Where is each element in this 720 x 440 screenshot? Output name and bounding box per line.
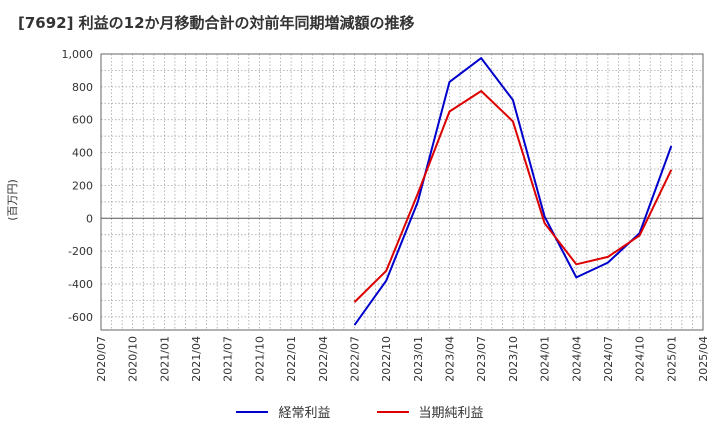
x-tick-label: 2023/07 bbox=[475, 336, 488, 382]
x-tick-label: 2025/04 bbox=[697, 336, 710, 382]
x-tick-label: 2022/07 bbox=[348, 336, 361, 382]
x-tick-label: 2025/01 bbox=[665, 336, 678, 382]
y-tick-label: 600 bbox=[72, 114, 93, 127]
x-tick-label: 2024/01 bbox=[539, 336, 552, 382]
x-tick-labels: 2020/07 2020/10 2021/01 2021/04 2021/07 2021/… bbox=[95, 336, 710, 382]
x-tick-label: 2023/04 bbox=[444, 336, 457, 382]
legend: 経常利益 当期純利益 bbox=[0, 402, 720, 421]
y-tick-label: -400 bbox=[68, 278, 93, 291]
legend-item-ordinary-profit: 経常利益 bbox=[236, 402, 331, 421]
y-axis-label: (百万円) bbox=[6, 179, 19, 221]
y-tick-label: 0 bbox=[86, 212, 93, 225]
y-tick-label: 1,000 bbox=[62, 48, 94, 61]
legend-swatch-net-income bbox=[376, 410, 409, 413]
legend-label-net-income: 当期純利益 bbox=[418, 406, 484, 421]
series-line-ordinary-profit bbox=[353, 57, 673, 326]
legend-swatch-ordinary-profit bbox=[236, 410, 269, 413]
series-line-net-income bbox=[353, 90, 673, 303]
series-lines bbox=[353, 57, 673, 326]
x-tick-label: 2022/04 bbox=[317, 336, 330, 382]
x-tick-label: 2024/10 bbox=[634, 336, 647, 382]
x-tick-label: 2024/07 bbox=[602, 336, 615, 382]
x-tick-label: 2023/10 bbox=[507, 336, 520, 382]
x-tick-label: 2022/01 bbox=[285, 336, 298, 382]
y-tick-label: 200 bbox=[72, 179, 93, 192]
legend-label-ordinary-profit: 経常利益 bbox=[278, 406, 331, 421]
x-tick-label: 2021/07 bbox=[222, 336, 235, 382]
y-tick-label: 400 bbox=[72, 147, 93, 160]
grid-lines bbox=[100, 53, 704, 330]
plot-frame bbox=[100, 53, 704, 331]
x-tick-label: 2020/10 bbox=[127, 336, 140, 382]
y-tick-label: -200 bbox=[68, 245, 93, 258]
x-tick-label: 2024/04 bbox=[570, 336, 583, 382]
y-tick-label: 800 bbox=[72, 81, 93, 94]
x-tick-label: 2020/07 bbox=[95, 336, 108, 382]
x-tick-label: 2022/10 bbox=[380, 336, 393, 382]
y-tick-label: -600 bbox=[68, 311, 93, 324]
chart-title: [7692] 利益の12か月移動合計の対前年同期増減額の推移 bbox=[18, 14, 415, 32]
x-tick-label: 2023/01 bbox=[412, 336, 425, 382]
legend-item-net-income: 当期純利益 bbox=[376, 402, 484, 421]
x-tick-label: 2021/01 bbox=[158, 336, 171, 382]
y-tick-labels: 1,000 800 600 400 200 0 -200 -400 -600 bbox=[62, 48, 94, 324]
x-tick-label: 2021/04 bbox=[190, 336, 203, 382]
x-tick-label: 2021/10 bbox=[253, 336, 266, 382]
